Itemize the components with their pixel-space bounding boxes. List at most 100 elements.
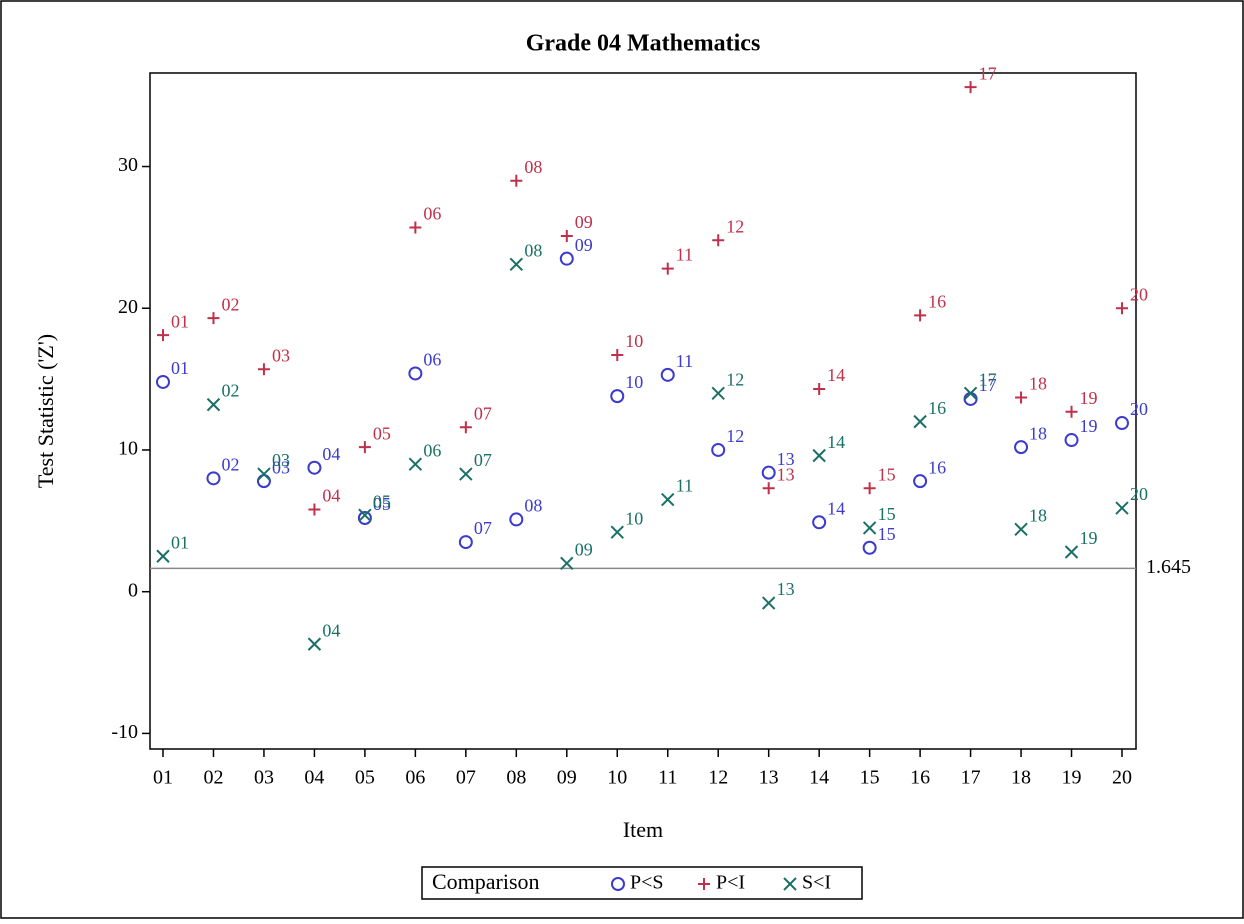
point xyxy=(358,508,372,522)
point-label: 05 xyxy=(373,491,391,511)
x-tick-label: 15 xyxy=(860,767,880,789)
point-label: 08 xyxy=(524,496,542,516)
point xyxy=(610,525,624,539)
x-tick-label: 19 xyxy=(1062,767,1082,789)
legend-marker xyxy=(783,877,797,891)
point-label: 19 xyxy=(1080,388,1098,408)
chart-title: Grade 04 Mathematics xyxy=(526,31,761,57)
y-tick-label: 10 xyxy=(118,438,138,460)
point-label: 12 xyxy=(726,216,744,236)
point xyxy=(661,492,675,507)
point xyxy=(509,257,524,272)
point-label: 09 xyxy=(575,212,593,232)
point-label: 01 xyxy=(171,311,189,331)
point-label: 05 xyxy=(373,494,391,514)
point-label: 02 xyxy=(221,454,239,474)
point-label: 13 xyxy=(777,579,795,599)
x-tick-label: 18 xyxy=(1011,767,1031,789)
point xyxy=(358,441,371,454)
point xyxy=(206,471,221,486)
point-label: 04 xyxy=(322,620,340,640)
point-label: 15 xyxy=(878,524,896,544)
point xyxy=(1064,433,1079,448)
x-tick-label: 01 xyxy=(153,767,173,789)
point-label: 10 xyxy=(625,508,643,528)
point xyxy=(1116,302,1128,315)
point xyxy=(459,421,472,434)
point xyxy=(711,442,726,457)
point xyxy=(610,389,625,404)
point-label: 14 xyxy=(827,498,845,518)
x-tick-label: 17 xyxy=(961,767,981,789)
point-label: 08 xyxy=(524,240,542,260)
point-label: 04 xyxy=(322,486,340,506)
point xyxy=(1115,416,1129,431)
point-label: 09 xyxy=(575,235,593,255)
point xyxy=(510,174,523,187)
point-label: 20 xyxy=(1130,284,1148,304)
x-tick-label: 05 xyxy=(355,767,375,789)
legend-marker xyxy=(611,877,625,891)
point xyxy=(660,367,675,382)
point xyxy=(1064,545,1079,559)
x-tick-label: 02 xyxy=(203,767,223,789)
point xyxy=(559,251,574,266)
plot-area xyxy=(149,72,1137,750)
point-label: 16 xyxy=(928,398,946,418)
point-label: 06 xyxy=(423,350,441,370)
point-label: 11 xyxy=(676,245,693,265)
point xyxy=(206,397,221,412)
point xyxy=(409,221,422,234)
point-label: 01 xyxy=(171,358,189,378)
point xyxy=(964,81,977,94)
point xyxy=(712,234,725,247)
point-label: 16 xyxy=(928,457,946,477)
x-tick-label: 16 xyxy=(910,767,930,789)
point-label: 17 xyxy=(979,63,997,83)
x-tick-label: 12 xyxy=(708,767,728,789)
point xyxy=(408,457,423,471)
point xyxy=(156,549,170,563)
point-label: 11 xyxy=(676,476,693,496)
point xyxy=(207,312,220,325)
point-label: 14 xyxy=(827,365,845,385)
point xyxy=(863,482,876,495)
x-tick-label: 07 xyxy=(456,767,476,789)
point xyxy=(257,363,270,376)
point xyxy=(357,510,372,525)
point-label: 03 xyxy=(272,345,290,365)
y-axis-label: Test Statistic ('Z') xyxy=(33,334,58,488)
point-label: 09 xyxy=(575,539,593,559)
point xyxy=(1014,522,1028,537)
point xyxy=(913,414,927,429)
point xyxy=(560,556,574,571)
point xyxy=(560,229,573,242)
point-label: 02 xyxy=(221,381,239,401)
point-label: 08 xyxy=(524,157,542,177)
point-label: 01 xyxy=(171,532,189,552)
point-label: 19 xyxy=(1080,528,1098,548)
point-label: 03 xyxy=(272,450,290,470)
point-label: 11 xyxy=(676,351,693,371)
point-label: 04 xyxy=(322,444,340,464)
point-label: 03 xyxy=(272,457,290,477)
point xyxy=(761,465,776,480)
point xyxy=(307,637,322,651)
point-label: 20 xyxy=(1130,399,1148,419)
x-tick-label: 06 xyxy=(405,767,425,789)
point-label: 17 xyxy=(979,375,997,395)
x-tick-label: 10 xyxy=(607,767,627,789)
point xyxy=(157,329,169,342)
point xyxy=(661,262,674,275)
point-label: 13 xyxy=(777,464,795,484)
point-label: 13 xyxy=(777,449,795,469)
x-tick-label: 20 xyxy=(1112,767,1132,789)
x-tick-label: 04 xyxy=(304,767,324,789)
point xyxy=(1065,405,1078,418)
y-tick-label: 30 xyxy=(118,154,138,176)
point xyxy=(812,448,826,463)
point-label: 07 xyxy=(474,450,492,470)
legend-label: S<I xyxy=(802,872,831,894)
point-label: 10 xyxy=(625,331,643,351)
point-label: 15 xyxy=(878,464,896,484)
